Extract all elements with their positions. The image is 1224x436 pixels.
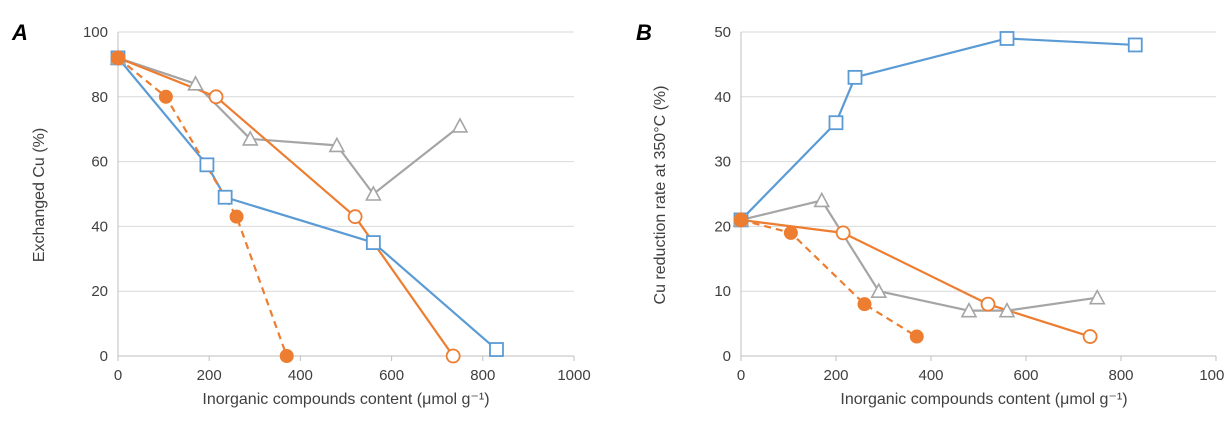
x-tick-label: 0: [114, 367, 122, 384]
y-tick-label: 50: [714, 24, 731, 41]
data-point-square: [847, 69, 863, 85]
data-point-square: [1127, 37, 1143, 53]
data-point-open-circle: [1082, 329, 1098, 344]
data-point-open-circle: [445, 348, 461, 364]
x-axis-title-a: Inorganic compounds content (μmol g⁻¹): [202, 391, 489, 408]
y-tick-label: 20: [714, 218, 731, 235]
y-tick-label: 10: [714, 283, 731, 300]
y-tick-label: 60: [91, 154, 108, 171]
data-point-triangle: [960, 301, 978, 318]
y-axis-title-b: Cu reduction rate at 350°C (%): [652, 86, 669, 305]
x-tick-label: 600: [1013, 367, 1038, 384]
data-point-filled-circle: [783, 225, 798, 240]
series-line-filled-circle: [117, 57, 288, 357]
x-tick-label: 1000: [557, 367, 590, 384]
y-tick-label: 0: [723, 348, 731, 365]
data-point-filled-circle: [279, 349, 294, 363]
y-axis-title-a: Exchanged Cu (%): [31, 128, 48, 262]
data-point-filled-circle: [734, 212, 748, 227]
x-tick-label: 0: [737, 367, 745, 384]
data-point-open-circle: [835, 225, 851, 241]
data-point-triangle: [870, 282, 888, 299]
x-axis-title-b: Inorganic compounds content (μmol g⁻¹): [840, 391, 1127, 408]
data-point-square: [365, 235, 381, 251]
data-point-filled-circle: [857, 297, 872, 312]
series-line-open-square: [117, 57, 498, 351]
data-point-triangle: [328, 136, 346, 153]
y-tick-label: 40: [714, 89, 731, 106]
y-tick-label: 30: [714, 154, 731, 171]
data-point-square: [199, 157, 215, 173]
y-tick-label: 80: [91, 89, 108, 106]
y-tick-label: 0: [100, 348, 108, 365]
data-point-triangle: [1088, 288, 1106, 305]
data-point-square: [217, 189, 233, 205]
x-tick-label: 200: [197, 367, 222, 384]
panel-label-b: B: [636, 20, 652, 45]
x-tick-label: 800: [470, 367, 495, 384]
x-tick-label: 400: [288, 367, 313, 384]
x-tick-label: 200: [823, 367, 848, 384]
data-point-square: [999, 31, 1015, 46]
y-tick-label: 40: [91, 218, 108, 235]
x-tick-label: 800: [1108, 367, 1133, 384]
x-tick-label: 400: [918, 367, 943, 384]
y-tick-label: 100: [83, 24, 108, 41]
data-point-square: [828, 115, 844, 131]
x-tick-label: 600: [379, 367, 404, 384]
series-line-open-triangle: [117, 56, 461, 196]
data-point-triangle: [451, 117, 469, 133]
x-tick-label: 1000: [1199, 367, 1224, 384]
data-point-triangle: [813, 191, 831, 208]
series-line-open-triangle: [740, 199, 1098, 312]
series-line-filled-circle: [740, 218, 918, 338]
series-line-open-circle: [117, 56, 455, 357]
data-point-triangle: [241, 130, 259, 146]
data-point-filled-circle: [909, 329, 924, 344]
data-point-filled-circle: [111, 50, 125, 65]
data-point-triangle: [187, 75, 204, 91]
y-tick-label: 20: [91, 283, 108, 300]
data-point-square: [489, 342, 504, 357]
data-point-open-circle: [980, 296, 996, 312]
panel-b: B 0 10 20 30 40 50 0 200 400 600 800 1000 Cu reduc…: [636, 20, 1224, 408]
data-point-triangle: [365, 185, 382, 201]
data-point-open-circle: [208, 89, 224, 105]
data-point-triangle: [998, 301, 1016, 318]
data-point-open-circle: [347, 209, 363, 225]
data-point-filled-circle: [229, 209, 244, 224]
panel-a: A 0 20 40 60 80 100 0 200 400 600 800 1000 Exchang…: [11, 20, 591, 408]
panel-label-a: A: [11, 20, 28, 45]
data-point-filled-circle: [158, 89, 173, 104]
series-line-open-square: [740, 37, 1136, 221]
